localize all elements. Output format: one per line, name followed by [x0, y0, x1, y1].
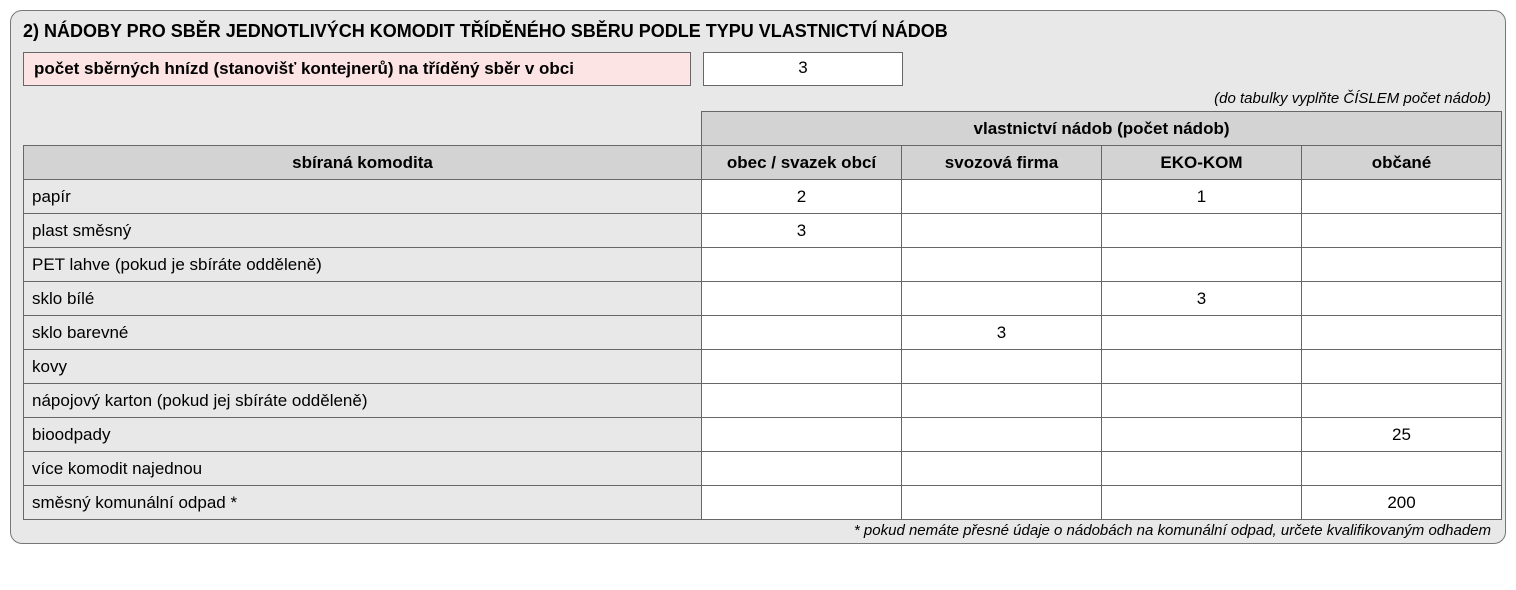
blank-corner [24, 112, 702, 146]
cell-value[interactable] [902, 350, 1102, 384]
cell-value[interactable] [1102, 350, 1302, 384]
row-label: plast směsný [24, 214, 702, 248]
cell-value[interactable] [902, 418, 1102, 452]
table-header-row-2: sbíraná komodita obec / svazek obcí svoz… [24, 146, 1502, 180]
col-header-2: EKO-KOM [1102, 146, 1302, 180]
row-header-label: sbíraná komodita [24, 146, 702, 180]
cell-value[interactable] [1102, 384, 1302, 418]
hint-text: (do tabulky vyplňte ČÍSLEM počet nádob) [23, 90, 1491, 107]
cell-value[interactable] [702, 452, 902, 486]
top-row: počet sběrných hnízd (stanovišť kontejne… [23, 52, 1493, 86]
cell-value[interactable] [902, 180, 1102, 214]
cell-value[interactable] [702, 316, 902, 350]
cell-value[interactable] [1102, 418, 1302, 452]
table-row: papír2 1 [24, 180, 1502, 214]
row-label: směsný komunální odpad * [24, 486, 702, 520]
table-row: nápojový karton (pokud jej sbíráte odděl… [24, 384, 1502, 418]
cell-value[interactable] [902, 248, 1102, 282]
cell-value[interactable]: 3 [902, 316, 1102, 350]
cell-value[interactable] [1102, 452, 1302, 486]
cell-value[interactable] [902, 452, 1102, 486]
cell-value[interactable]: 200 [1302, 486, 1502, 520]
table-row: sklo bílé 3 [24, 282, 1502, 316]
section-title: 2) NÁDOBY PRO SBĚR JEDNOTLIVÝCH KOMODIT … [23, 21, 1493, 42]
col-header-1: svozová firma [902, 146, 1102, 180]
row-label: papír [24, 180, 702, 214]
group-header: vlastnictví nádob (počet nádob) [702, 112, 1502, 146]
table-row: PET lahve (pokud je sbíráte odděleně) [24, 248, 1502, 282]
cell-value[interactable] [702, 248, 902, 282]
cell-value[interactable] [1302, 248, 1502, 282]
form-section-panel: 2) NÁDOBY PRO SBĚR JEDNOTLIVÝCH KOMODIT … [10, 10, 1506, 544]
col-header-3: občané [1302, 146, 1502, 180]
cell-value[interactable] [1102, 214, 1302, 248]
table-row: plast směsný3 [24, 214, 1502, 248]
cell-value[interactable]: 1 [1102, 180, 1302, 214]
table-row: směsný komunální odpad * 200 [24, 486, 1502, 520]
row-label: bioodpady [24, 418, 702, 452]
cell-value[interactable] [1102, 486, 1302, 520]
table-row: sklo barevné 3 [24, 316, 1502, 350]
containers-table: vlastnictví nádob (počet nádob) sbíraná … [23, 111, 1502, 520]
cell-value[interactable] [1302, 452, 1502, 486]
row-label: nápojový karton (pokud jej sbíráte odděl… [24, 384, 702, 418]
table-row: bioodpady 25 [24, 418, 1502, 452]
cell-value[interactable] [1102, 316, 1302, 350]
row-label: sklo barevné [24, 316, 702, 350]
row-label: více komodit najednou [24, 452, 702, 486]
row-label: sklo bílé [24, 282, 702, 316]
cell-value[interactable] [1302, 282, 1502, 316]
cell-value[interactable] [1302, 350, 1502, 384]
cell-value[interactable]: 25 [1302, 418, 1502, 452]
table-row: více komodit najednou [24, 452, 1502, 486]
table-row: kovy [24, 350, 1502, 384]
table-header-row-1: vlastnictví nádob (počet nádob) [24, 112, 1502, 146]
row-label: PET lahve (pokud je sbíráte odděleně) [24, 248, 702, 282]
cell-value[interactable]: 3 [702, 214, 902, 248]
row-label: kovy [24, 350, 702, 384]
cell-value[interactable] [702, 418, 902, 452]
cell-value[interactable]: 3 [1102, 282, 1302, 316]
cell-value[interactable] [902, 214, 1102, 248]
cell-value[interactable] [702, 350, 902, 384]
cell-value[interactable] [902, 282, 1102, 316]
cell-value[interactable] [902, 486, 1102, 520]
cell-value[interactable] [702, 486, 902, 520]
cell-value[interactable] [702, 384, 902, 418]
cell-value[interactable] [902, 384, 1102, 418]
cell-value[interactable] [1302, 316, 1502, 350]
cell-value[interactable] [1302, 214, 1502, 248]
collection-points-label: počet sběrných hnízd (stanovišť kontejne… [23, 52, 691, 86]
collection-points-value[interactable]: 3 [703, 52, 903, 86]
cell-value[interactable] [1102, 248, 1302, 282]
col-header-0: obec / svazek obcí [702, 146, 902, 180]
cell-value[interactable]: 2 [702, 180, 902, 214]
cell-value[interactable] [1302, 384, 1502, 418]
cell-value[interactable] [1302, 180, 1502, 214]
cell-value[interactable] [702, 282, 902, 316]
footnote: * pokud nemáte přesné údaje o nádobách n… [23, 522, 1491, 539]
